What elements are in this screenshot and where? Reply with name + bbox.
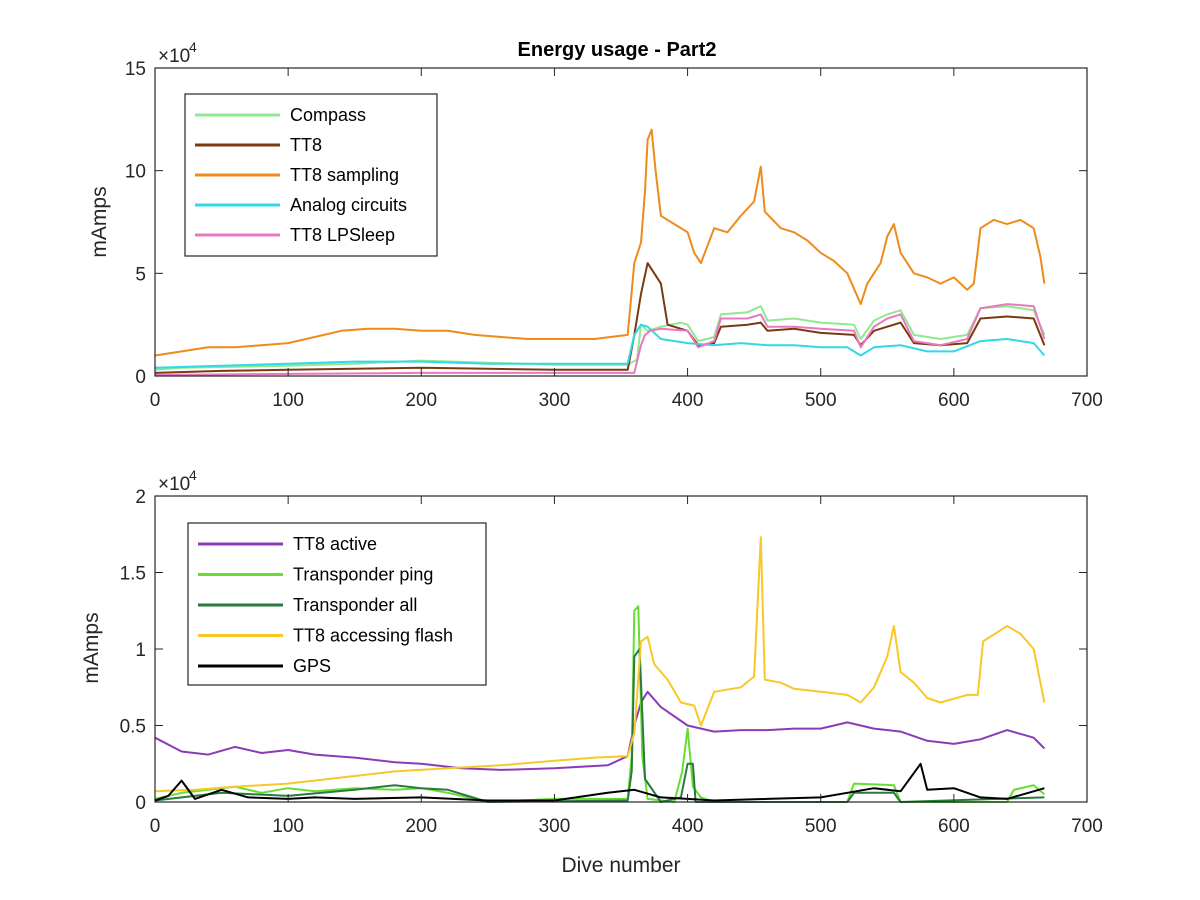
legend-item: TT8 LPSleep [195,225,395,245]
legend-label: TT8 accessing flash [293,626,453,646]
x-tick-label: 700 [1071,816,1103,837]
legend-item: Transponder all [198,595,417,615]
legend-item: GPS [198,656,331,676]
axis-ticks: 0 100 200 300 400 500 600 700 0 5 10 15 [125,59,1103,411]
legend-item: TT8 accessing flash [198,626,453,646]
series-line-tt8-sampling [154,128,1046,357]
legend-item: TT8 [195,135,322,155]
x-axis-label: Dive number [561,854,680,877]
top-axes: Energy usage - Part2 ×10 4 mAmps 0 100 200… [88,39,1103,411]
x-tick-label: 0 [150,816,161,837]
y-tick-label: 1.5 [120,564,146,585]
legend-item: Analog circuits [195,195,407,215]
y-tick-label: 2 [135,487,146,508]
chart-title: Energy usage - Part2 [518,39,717,61]
legend: TT8 active Transponder ping Transponder al… [187,522,487,686]
series-line-transponder-ping [154,605,1046,803]
legend-item: TT8 sampling [195,165,399,185]
x-tick-label: 100 [272,390,304,411]
y-exponent-label: ×10 4 [158,39,197,67]
legend-label: GPS [293,656,331,676]
legend: Compass TT8 TT8 sampling Analog circuits TT8… [184,93,438,257]
legend-item: Compass [195,105,366,125]
x-tick-label: 600 [938,816,970,837]
legend-label: TT8 active [293,534,377,554]
axes-box [154,67,1088,377]
legend-item: TT8 active [198,534,377,554]
series-line-tt8-accessing-flash [154,536,1046,793]
x-tick-label: 500 [805,390,837,411]
x-tick-label: 0 [150,390,161,411]
legend-label: Compass [290,105,366,125]
legend-item: Transponder ping [198,565,433,585]
axes-box [154,495,1088,803]
axis-ticks: 0 100 200 300 400 500 600 700 0 0.5 1 1.5 2 [120,487,1103,837]
x-tick-label: 200 [405,390,437,411]
series-line-tt8-active [154,690,1046,771]
x-tick-label: 300 [539,816,571,837]
legend-label: TT8 sampling [290,165,399,185]
y-tick-label: 1 [135,640,146,661]
series-line-tt8-lpsleep [154,303,1046,376]
x-tick-label: 300 [539,390,571,411]
x-tick-label: 100 [272,816,304,837]
y-exponent-base: ×10 [158,474,190,495]
series-line-gps [154,762,1045,802]
x-tick-label: 200 [405,816,437,837]
bottom-axes: ×10 4 mAmps Dive number 0 100 200 300 400 500… [80,467,1103,877]
x-tick-label: 700 [1071,390,1103,411]
x-tick-label: 400 [672,816,704,837]
plot-area [154,128,1046,376]
y-tick-label: 5 [135,264,146,285]
legend-label: Analog circuits [290,195,407,215]
series-line-analog-circuits [154,323,1046,369]
plot-area [154,536,1046,803]
x-tick-label: 600 [938,390,970,411]
y-tick-label: 0 [135,367,146,388]
y-axis-label: mAmps [80,612,103,683]
series-line-tt8 [154,262,1046,374]
y-exponent-label: ×10 4 [158,467,197,495]
y-tick-label: 10 [125,162,146,183]
y-axis-label: mAmps [88,186,111,257]
x-tick-label: 500 [805,816,837,837]
y-tick-label: 0 [135,793,146,814]
y-exponent-base: ×10 [158,46,190,67]
legend-label: TT8 [290,135,322,155]
legend-label: TT8 LPSleep [290,225,395,245]
y-tick-label: 15 [125,59,146,80]
y-tick-label: 0.5 [120,717,146,738]
legend-label: Transponder ping [293,565,433,585]
legend-label: Transponder all [293,595,417,615]
y-exponent-power: 4 [189,39,197,55]
y-exponent-power: 4 [189,467,197,483]
x-tick-label: 400 [672,390,704,411]
